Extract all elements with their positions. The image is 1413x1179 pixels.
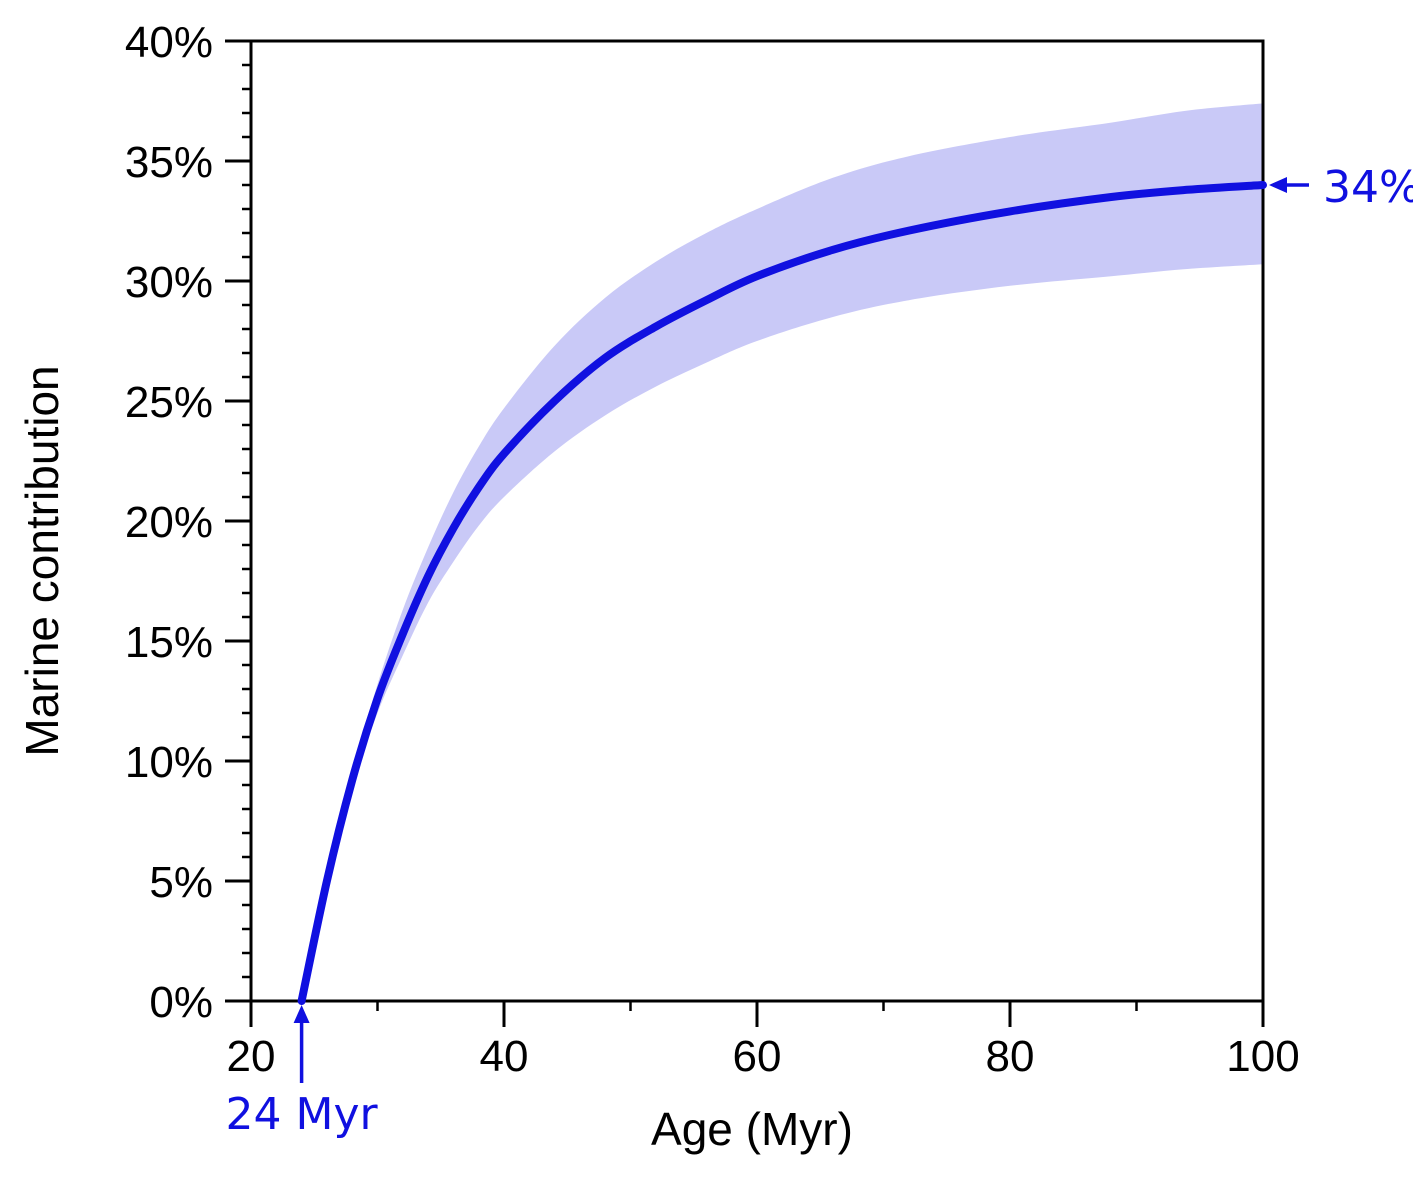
confidence-band-layer xyxy=(301,103,1264,1001)
x-tick-label: 100 xyxy=(1226,1032,1299,1081)
y-tick-label: 10% xyxy=(125,738,213,787)
y-tick-label: 15% xyxy=(125,618,213,667)
y-tick-label: 40% xyxy=(125,18,213,67)
x-tick-label: 20 xyxy=(227,1032,276,1081)
annotation-arrowhead xyxy=(293,1005,310,1023)
x-tick-label: 40 xyxy=(480,1032,529,1081)
x-tick-label: 60 xyxy=(733,1032,782,1081)
series-line-layer xyxy=(297,181,1267,1005)
y-tick-label: 20% xyxy=(125,498,213,547)
y-axis-title: Marine contribution xyxy=(16,365,68,756)
y-tick-label: 0% xyxy=(149,978,213,1027)
series-line xyxy=(297,181,1267,1005)
major-ticks xyxy=(225,39,1265,1027)
minor-ticks xyxy=(242,63,1138,1011)
confidence-band xyxy=(301,103,1264,1001)
annotation-label: 34% xyxy=(1323,162,1413,213)
y-tick-label: 35% xyxy=(125,138,213,187)
y-tick-label: 30% xyxy=(125,258,213,307)
x-axis-title: Age (Myr) xyxy=(651,1103,853,1155)
y-tick-label: 5% xyxy=(149,858,213,907)
x-tick-label: 80 xyxy=(986,1032,1035,1081)
y-tick-label: 25% xyxy=(125,378,213,427)
annotation-arrowhead xyxy=(1269,177,1287,193)
annotations: 24 Myr 34% xyxy=(226,162,1413,1140)
annotation-label: 24 Myr xyxy=(226,1089,379,1140)
tick-labels: 0% 5% 10% 15% 20% 25% 30% 35% 40% 20 40 60 80 100 xyxy=(125,18,1300,1081)
